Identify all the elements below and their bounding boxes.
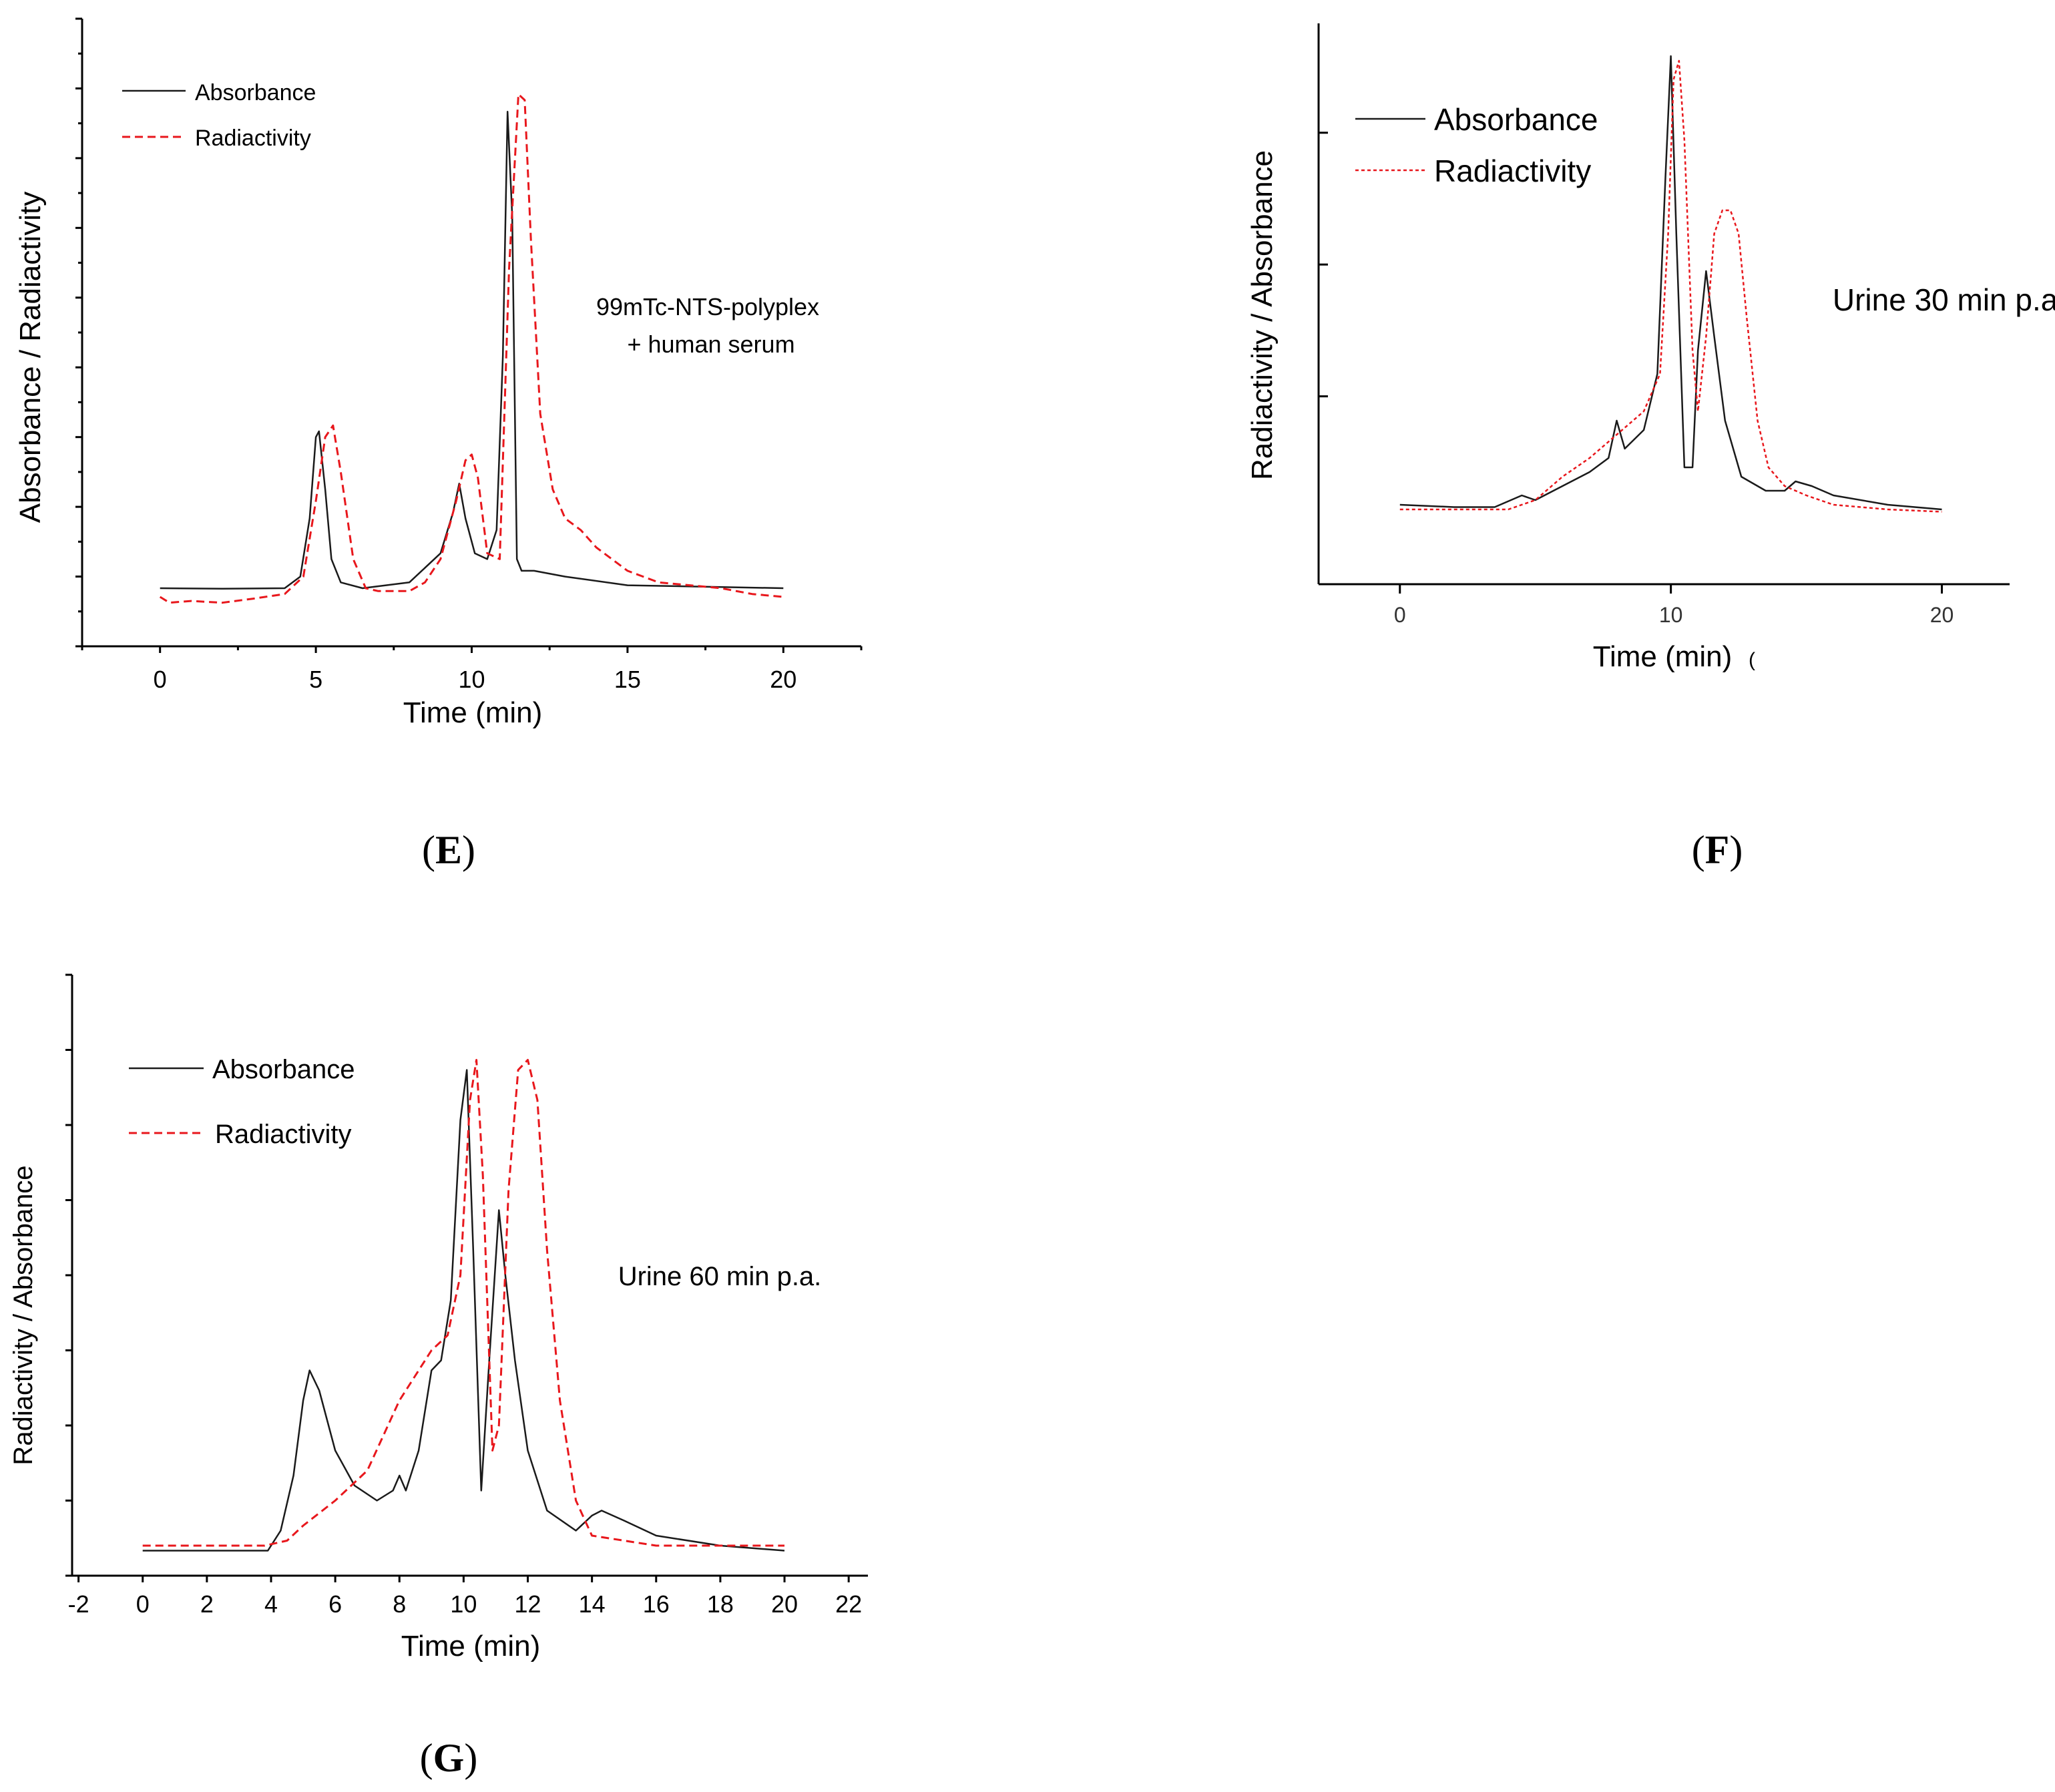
- e-panel-letter: E: [435, 828, 462, 872]
- f-x-axis-label-suffix: (: [1749, 649, 1755, 671]
- e-annotation-line-1: 99mTc-NTS-polyplex: [596, 293, 819, 320]
- g-legend: Absorbance Radiactivity: [129, 1055, 355, 1149]
- f-legend: Absorbance Radiactivity: [1355, 102, 1598, 188]
- g-legend-absorbance-label: Absorbance: [212, 1055, 355, 1084]
- g-legend-radiactivity-label: Radiactivity: [215, 1120, 352, 1149]
- f-y-axis-label: Radiactivity / Absorbance: [1246, 150, 1279, 480]
- g-x-tick-label: 8: [393, 1590, 406, 1618]
- f-x-ticks: 0 10 20: [1394, 584, 1954, 627]
- g-y-ticks: [65, 973, 72, 1577]
- g-plot-area: [142, 1059, 785, 1552]
- f-x-tick-label: 10: [1659, 603, 1683, 627]
- f-legend-radiactivity-label: Radiactivity: [1434, 154, 1591, 188]
- g-x-tick-label: 20: [771, 1590, 798, 1618]
- e-x-tick-label: 5: [309, 666, 322, 693]
- e-x-ticks: 0 5 10 15 20: [81, 646, 863, 693]
- g-x-tick-label: 16: [643, 1590, 670, 1618]
- f-series-radiactivity-line: [1399, 59, 1942, 513]
- g-panel-letter: G: [433, 1736, 465, 1780]
- e-x-tick-label: 10: [458, 666, 485, 693]
- e-x-tick-label: 0: [154, 666, 167, 693]
- g-x-tick-label: 14: [579, 1590, 606, 1618]
- e-panel-open: (: [422, 828, 435, 872]
- chart-f: 0 10 20 Time (min) ( Radiactivity / Absorb…: [1246, 23, 2055, 872]
- e-annotation-line-2: + human serum: [627, 330, 794, 358]
- f-panel-letter: F: [1705, 828, 1730, 872]
- chart-g: -2 0 2 4 6 8 10 12 14 16 18 20 22 Time (min) Radiact…: [9, 973, 868, 1780]
- f-y-ticks: [1319, 132, 1328, 398]
- g-x-tick-label: 4: [264, 1590, 278, 1618]
- g-series-radiactivity-line: [142, 1059, 784, 1547]
- f-panel-close: ): [1729, 828, 1743, 872]
- g-x-tick-label: -2: [68, 1590, 89, 1618]
- e-x-tick-label: 15: [614, 666, 641, 693]
- g-x-axis-label: Time (min): [401, 1630, 541, 1662]
- g-x-tick-label: 22: [835, 1590, 862, 1618]
- f-panel-label: (F): [1692, 828, 1743, 872]
- f-legend-absorbance-label: Absorbance: [1434, 102, 1598, 137]
- e-y-axis-label: Absorbance / Radiactivity: [14, 192, 47, 523]
- e-legend: Absorbance Radiactivity: [122, 80, 316, 151]
- g-y-axis-label: Radiactivity / Absorbance: [9, 1165, 38, 1465]
- g-annotation: Urine 60 min p.a.: [618, 1262, 822, 1291]
- chart-e: 0 5 10 15 20 Time (min) Absorbance / Radiact…: [14, 17, 863, 872]
- g-x-tick-label: 18: [707, 1590, 734, 1618]
- g-x-tick-label: 2: [200, 1590, 214, 1618]
- f-series-absorbance-line: [1399, 55, 1942, 511]
- e-y-ticks: [75, 17, 82, 648]
- g-x-tick-label: 0: [136, 1590, 150, 1618]
- e-x-axis-label: Time (min): [403, 696, 543, 729]
- g-panel-open: (: [420, 1736, 433, 1780]
- e-panel-label: (E): [422, 828, 475, 872]
- g-x-tick-label: 6: [328, 1590, 342, 1618]
- g-x-tick-label: 10: [450, 1590, 477, 1618]
- f-plot-area: [1399, 55, 1942, 513]
- f-x-tick-label: 0: [1394, 603, 1406, 627]
- e-legend-radiactivity-label: Radiactivity: [195, 126, 311, 151]
- g-panel-close: ): [464, 1736, 477, 1780]
- e-x-tick-label: 20: [770, 666, 796, 693]
- f-x-tick-label: 20: [1930, 603, 1954, 627]
- g-series-absorbance-line: [142, 1069, 785, 1552]
- e-panel-close: ): [462, 828, 475, 872]
- e-legend-absorbance-label: Absorbance: [195, 80, 316, 105]
- f-panel-open: (: [1692, 828, 1705, 872]
- g-x-tick-label: 12: [514, 1590, 541, 1618]
- e-series-radiactivity-line: [159, 93, 784, 604]
- e-plot-area: [159, 93, 784, 604]
- f-x-axis-label: Time (min): [1593, 640, 1733, 673]
- g-panel-label: (G): [420, 1736, 478, 1780]
- f-annotation: Urine 30 min p.a.: [1833, 282, 2055, 317]
- g-x-ticks: -2 0 2 4 6 8 10 12 14 16 18 20 22: [68, 1576, 862, 1618]
